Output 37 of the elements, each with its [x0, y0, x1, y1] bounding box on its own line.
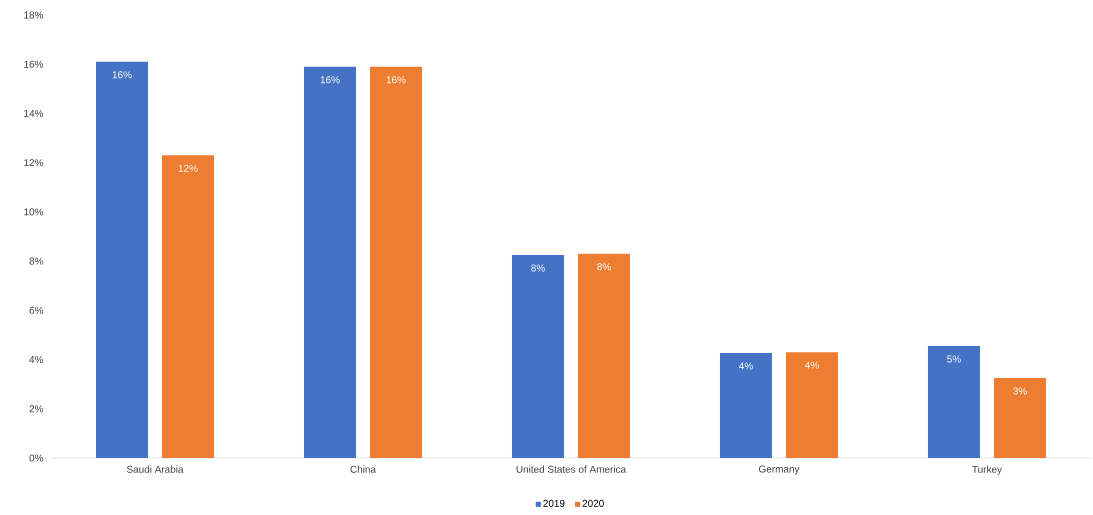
bar	[369, 66, 422, 458]
data-label: 4%	[739, 362, 753, 370]
bar	[993, 378, 1046, 458]
legend-label: 2019	[543, 499, 565, 507]
y-tick-label: 10%	[24, 208, 44, 216]
y-tick-label: 4%	[29, 356, 44, 364]
data-label: 16%	[112, 71, 132, 79]
legend-label: 2020	[582, 499, 604, 507]
bar	[162, 155, 214, 458]
data-label: 5%	[947, 355, 961, 363]
x-tick-label: Saudi Arabia	[126, 465, 184, 473]
y-tick-label: 0%	[29, 454, 44, 462]
y-tick-label: 18%	[24, 11, 44, 19]
data-label: 12%	[178, 164, 198, 172]
data-label: 4%	[805, 361, 819, 369]
data-label: 8%	[531, 264, 545, 272]
bar	[577, 253, 630, 458]
x-tick-label: Germany	[758, 465, 800, 475]
bar	[719, 352, 772, 458]
x-tick-label: Turkey	[972, 465, 1002, 475]
y-tick-label: 2%	[29, 405, 44, 413]
bar	[927, 346, 980, 458]
data-label: 8%	[597, 263, 611, 271]
bar	[96, 61, 148, 458]
data-label: 3%	[1013, 387, 1027, 395]
bar	[303, 66, 356, 458]
y-tick-label: 8%	[29, 257, 44, 265]
y-tick-label: 14%	[24, 109, 44, 117]
y-tick-label: 12%	[24, 159, 44, 167]
x-tick-label: United States of America	[516, 465, 627, 473]
bar	[511, 254, 564, 458]
bar	[785, 352, 838, 458]
y-tick-label: 16%	[24, 60, 44, 68]
data-label: 16%	[386, 76, 406, 84]
x-tick-label: China	[350, 465, 376, 473]
y-tick-label: 6%	[29, 306, 44, 314]
data-label: 16%	[320, 76, 340, 84]
